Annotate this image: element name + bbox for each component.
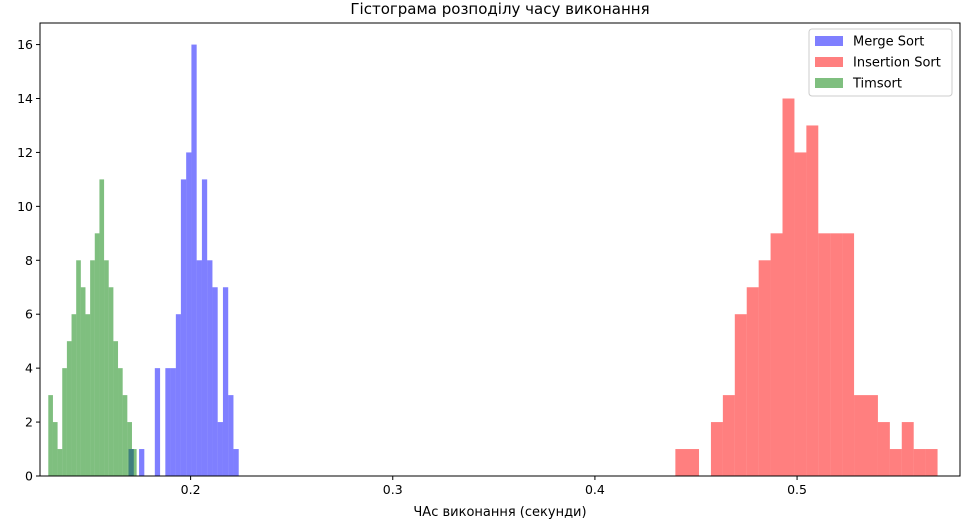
histogram-bar	[217, 422, 223, 476]
y-tick-label: 6	[25, 307, 33, 322]
y-tick-label: 4	[25, 361, 33, 376]
histogram-bar	[866, 395, 878, 476]
histogram-bar	[889, 449, 902, 476]
histogram-bar	[818, 233, 831, 476]
histogram-bar	[62, 368, 67, 476]
histogram-bar	[127, 422, 132, 476]
histogram-bar	[94, 233, 100, 476]
histogram-bar	[233, 449, 239, 476]
legend-label: Timsort	[852, 77, 902, 92]
x-axis: 0.2 0.3 0.4 0.5	[181, 476, 807, 497]
legend-label: Merge Sort	[853, 35, 924, 50]
plot-area-frame	[39, 22, 961, 477]
histogram-bar	[222, 287, 229, 476]
histogram-bar	[113, 341, 119, 476]
histogram-bar	[758, 260, 771, 476]
histogram-bar	[842, 233, 855, 476]
y-tick-label: 12	[17, 145, 33, 160]
legend-box	[808, 28, 953, 97]
y-tick-label: 16	[17, 37, 33, 52]
histogram-bar	[794, 152, 807, 476]
histogram-bar	[901, 422, 914, 476]
histogram-bar	[90, 260, 95, 476]
legend-swatch	[815, 36, 843, 46]
x-tick-label: 0.2	[181, 482, 201, 497]
histogram-bar	[201, 179, 208, 476]
histogram-bar	[66, 341, 72, 476]
histogram-bar	[770, 233, 783, 476]
histogram-bar	[85, 314, 91, 476]
histogram-bar	[76, 260, 81, 476]
histogram-bar	[52, 422, 58, 476]
histogram-bar	[186, 152, 192, 476]
histogram-bar	[165, 368, 171, 476]
histogram-bar	[108, 287, 114, 476]
histogram-bar	[99, 179, 105, 476]
histogram-bars	[48, 44, 938, 477]
histogram-bar	[746, 287, 759, 476]
histogram-bar	[170, 368, 176, 476]
series-merge-sort	[128, 44, 239, 476]
histogram-bar	[139, 449, 145, 476]
x-axis-label: ЧАс виконання (секунди)	[413, 505, 586, 520]
histogram-bar	[207, 260, 213, 476]
histogram-bar	[710, 422, 723, 476]
histogram-bar	[196, 260, 202, 476]
histogram-bar	[722, 395, 735, 476]
legend-swatch	[815, 78, 843, 88]
legend: Merge Sort Insertion Sort Timsort	[808, 28, 953, 97]
y-tick-label: 2	[25, 415, 33, 430]
histogram-bar	[80, 287, 86, 476]
y-tick-label: 8	[25, 253, 33, 268]
legend-label: Insertion Sort	[853, 56, 941, 71]
histogram-bar	[57, 449, 63, 476]
legend-swatch	[815, 57, 843, 67]
chart-title: Гістограма розподілу часу виконання	[350, 0, 649, 18]
histogram-bar	[71, 314, 77, 476]
y-tick-label: 0	[25, 469, 33, 484]
y-axis: 0 2 4 6 8 10 12 14 16	[17, 37, 40, 484]
histogram-bar	[191, 44, 197, 476]
x-tick-label: 0.3	[383, 482, 403, 497]
histogram-bar	[877, 422, 890, 476]
x-tick-label: 0.5	[787, 482, 807, 497]
histogram-bar	[925, 449, 938, 476]
histogram-bar	[675, 449, 700, 476]
histogram-bar	[175, 314, 181, 476]
y-tick-label: 14	[17, 91, 33, 106]
histogram-bar	[806, 125, 819, 477]
histogram-bar	[734, 314, 747, 476]
histogram-bar	[212, 287, 218, 476]
histogram-bar	[180, 179, 187, 476]
histogram-bar	[913, 449, 926, 476]
histogram-bar	[131, 449, 137, 476]
histogram-bar	[228, 395, 234, 476]
histogram-bar	[118, 368, 123, 476]
histogram-bar	[154, 368, 161, 476]
histogram-bar	[122, 395, 128, 476]
x-tick-label: 0.4	[585, 482, 605, 497]
histogram-bar	[854, 395, 866, 476]
histogram-bar	[830, 233, 843, 476]
series-timsort	[48, 179, 137, 476]
series-insertion-sort	[675, 98, 938, 477]
histogram-bar	[104, 260, 109, 476]
y-tick-label: 10	[17, 199, 33, 214]
histogram-bar	[782, 98, 795, 476]
histogram-bar	[48, 395, 53, 476]
